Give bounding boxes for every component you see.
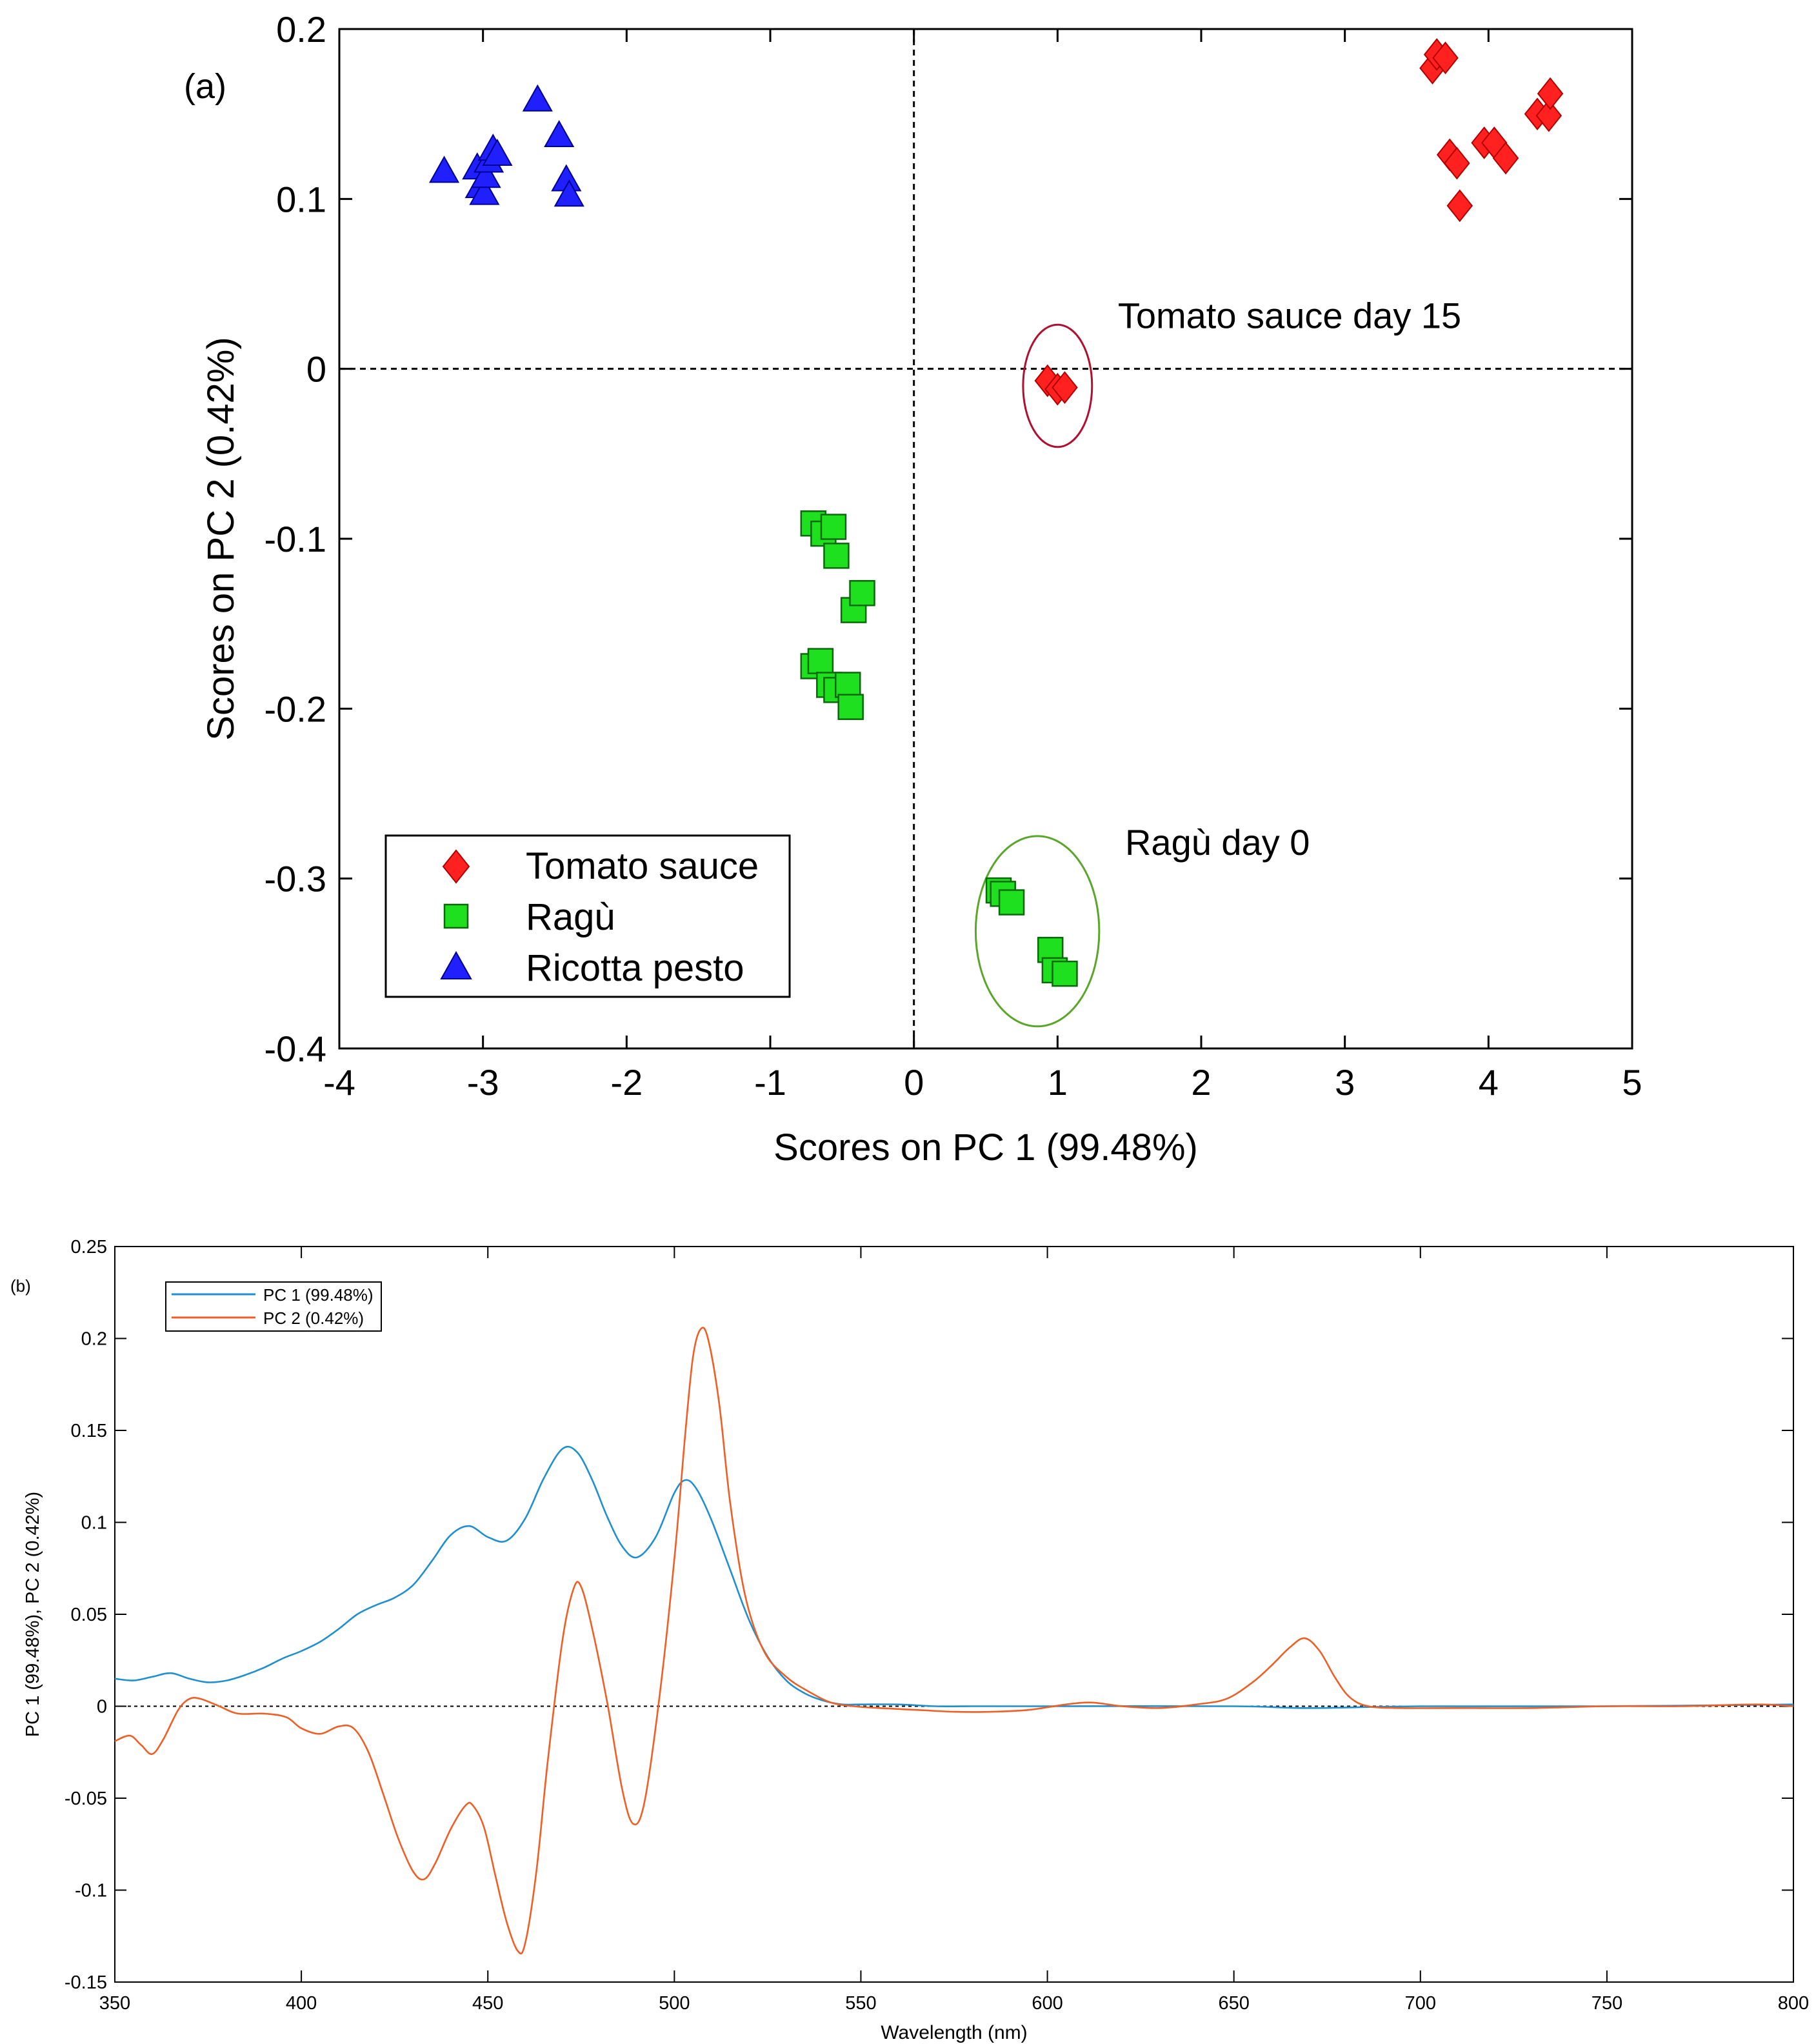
loadings-legend-box — [165, 1281, 382, 1332]
ragu-point — [820, 514, 847, 540]
ragu-point — [834, 672, 861, 698]
legend-marker-ragu — [443, 903, 469, 929]
tomato-sauce-point — [1492, 141, 1519, 175]
y-tick-label: -0.1 — [264, 519, 327, 559]
y-tick-label: 0.2 — [276, 9, 326, 50]
panel-b-label: (b) — [10, 1276, 31, 1296]
x-tick-label: 4 — [1479, 1062, 1499, 1103]
ricotta-pesto-point — [428, 155, 460, 183]
y-axis-label: Scores on PC 2 (0.42%) — [200, 337, 242, 740]
tomato-sauce-point — [1052, 371, 1078, 404]
annotation-tomato-day15: Tomato sauce day 15 — [1118, 295, 1461, 336]
tomato-sauce-point — [1444, 146, 1470, 180]
x-tick-label: 1 — [1048, 1062, 1068, 1103]
ricotta-pesto-point — [522, 84, 553, 112]
x-tick-label: 0 — [904, 1062, 924, 1103]
y-tick-label: 0 — [97, 1697, 107, 1718]
tomato-sauce-point — [1535, 99, 1562, 132]
y-tick-label: 0.2 — [81, 1329, 107, 1350]
x-tick-label: 500 — [659, 1993, 690, 2014]
x-tick-label: 550 — [845, 1993, 876, 2014]
y-tick-label: -0.2 — [264, 688, 327, 729]
legend-label-ragu: Ragù — [526, 896, 615, 938]
x-tick-label: 2 — [1191, 1062, 1211, 1103]
pc1-loading-line — [114, 1445, 1794, 1709]
legend-marker-ricotta-pesto — [440, 950, 472, 979]
tomato-sauce-point — [1446, 189, 1473, 223]
scores-plot-panel: (a) -4 -3 -2 -1 0 1 2 3 4 5 -0.4 -0.3 -0.2 -0.1 0 0.1 0.… — [184, 9, 1642, 1168]
pc2-loading-line — [114, 1327, 1794, 1955]
legend-label-pc1: PC 1 (99.48%) — [263, 1285, 374, 1305]
ragu-point — [1052, 960, 1078, 987]
x-tick-label: 600 — [1032, 1993, 1063, 2014]
ellipse-tomato-day15 — [1022, 323, 1093, 448]
ricotta-pesto-point — [470, 161, 501, 188]
x-tick-label: -3 — [467, 1062, 499, 1103]
x-tick-label: 400 — [286, 1993, 317, 2014]
loadings-legend: PC 1 (99.48%) PC 2 (0.42%) — [165, 1281, 382, 1332]
tomato-sauce-point — [1432, 41, 1459, 75]
x-tick-label: 800 — [1778, 1993, 1809, 2014]
y-tick-label: 0.25 — [71, 1237, 107, 1257]
ricotta-pesto-point — [482, 139, 513, 166]
ragu-point — [837, 694, 864, 720]
y-tick-label: 0.1 — [276, 179, 326, 219]
x-tick-label: 700 — [1405, 1993, 1436, 2014]
ragu-point — [823, 543, 850, 569]
loadings-plot-panel: (b) 350 400 450 500 550 600 650 700 750 800 -0.15 -… — [10, 1237, 1809, 2043]
y-tick-label: 0.1 — [81, 1513, 107, 1534]
x-tick-label: 3 — [1335, 1062, 1355, 1103]
y-tick-label: -0.3 — [264, 859, 327, 899]
y-tick-label: 0.15 — [71, 1421, 107, 1441]
x-tick-label: 5 — [1622, 1062, 1642, 1103]
loadings-axis-label: PC 1 (99.48%), PC 2 (0.42%) — [23, 1492, 43, 1737]
legend-marker-tomato-sauce — [442, 849, 470, 884]
x-tick-label: -4 — [323, 1062, 355, 1103]
ricotta-pesto-point — [544, 120, 575, 148]
ricotta-pesto-point — [469, 177, 500, 205]
panel-a-label: (a) — [184, 67, 226, 106]
legend-label-ricotta-pesto: Ricotta pesto — [526, 947, 744, 989]
y-tick-label: 0.05 — [71, 1605, 107, 1625]
scores-legend: Tomato sauce Ragù Ricotta pesto — [384, 834, 791, 998]
ellipse-ragu-day0 — [974, 835, 1101, 1028]
ragu-point — [849, 580, 875, 606]
tomato-sauce-point — [1537, 77, 1564, 110]
x-tick-label: 350 — [99, 1993, 130, 2014]
x-tick-label: 650 — [1218, 1993, 1249, 2014]
x-axis-label: Scores on PC 1 (99.48%) — [773, 1127, 1198, 1168]
y-tick-label: 0 — [306, 349, 326, 390]
y-tick-label: -0.4 — [264, 1028, 327, 1069]
x-tick-label: -2 — [610, 1062, 643, 1103]
annotation-ragu-day0: Ragù day 0 — [1125, 822, 1310, 863]
x-tick-label: -1 — [754, 1062, 786, 1103]
y-tick-label: -0.05 — [65, 1788, 107, 1809]
loadings-plot-frame — [114, 1246, 1794, 1983]
y-tick-label: -0.1 — [75, 1881, 107, 1901]
y-tick-label: -0.15 — [65, 1972, 107, 1993]
x-tick-label: 450 — [472, 1993, 503, 2014]
wavelength-axis-label: Wavelength (nm) — [881, 2022, 1027, 2043]
ragu-point — [807, 648, 834, 674]
legend-label-pc2: PC 2 (0.42%) — [263, 1308, 364, 1328]
ricotta-pesto-point — [554, 179, 584, 207]
x-tick-label: 750 — [1591, 1993, 1622, 2014]
legend-label-tomato-sauce: Tomato sauce — [526, 845, 759, 887]
ragu-point — [998, 889, 1025, 916]
